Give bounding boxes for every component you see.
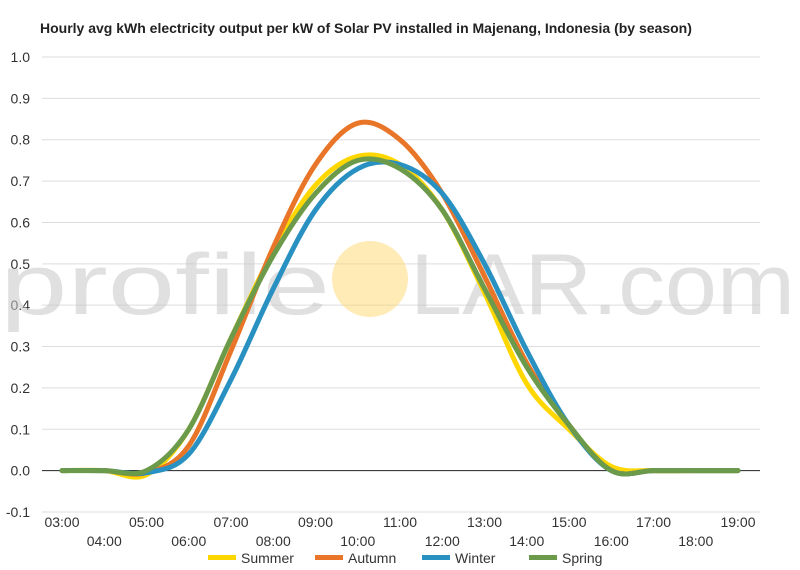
- y-tick-label: -0.1: [6, 504, 30, 520]
- watermark-sun-icon: [332, 241, 408, 317]
- x-tick-label: 04:00: [87, 533, 122, 549]
- y-axis-tick-labels: 1.0 0.9 0.8 0.7 0.6 0.5 0.4 0.3 0.2 0.1 0.0 -0.1: [6, 49, 30, 520]
- legend-swatch-autumn: [315, 555, 343, 560]
- y-tick-label: 0.3: [11, 339, 31, 355]
- x-axis-tick-labels: 03:00 04:00 05:00 06:00 07:00 08:00 09:00 10:00…: [44, 514, 755, 549]
- x-tick-label: 17:00: [636, 514, 671, 530]
- x-tick-label: 12:00: [425, 533, 460, 549]
- legend-label-spring: Spring: [562, 550, 602, 566]
- x-tick-label: 13:00: [467, 514, 502, 530]
- x-tick-label: 19:00: [720, 514, 755, 530]
- legend-label-winter: Winter: [455, 550, 496, 566]
- y-tick-label: 0.7: [11, 173, 31, 189]
- x-tick-label: 05:00: [129, 514, 164, 530]
- y-tick-label: 1.0: [11, 49, 31, 65]
- y-tick-label: 0.0: [11, 463, 31, 479]
- y-tick-label: 0.4: [11, 297, 31, 313]
- x-tick-label: 10:00: [340, 533, 375, 549]
- watermark: profile LAR.com: [0, 237, 795, 333]
- y-tick-label: 0.1: [11, 421, 31, 437]
- y-tick-label: 0.5: [11, 256, 31, 272]
- legend-swatch-spring: [529, 555, 557, 560]
- x-tick-label: 14:00: [509, 533, 544, 549]
- x-tick-label: 11:00: [383, 514, 417, 530]
- legend: Summer Autumn Winter Spring: [208, 550, 602, 566]
- y-tick-label: 0.8: [11, 132, 31, 148]
- x-tick-label: 07:00: [213, 514, 248, 530]
- series-lines: [59, 119, 741, 480]
- legend-label-summer: Summer: [241, 550, 294, 566]
- x-tick-label: 16:00: [594, 533, 629, 549]
- y-tick-label: 0.9: [11, 90, 31, 106]
- x-tick-label: 03:00: [44, 514, 79, 530]
- x-tick-label: 18:00: [678, 533, 713, 549]
- chart-title: Hourly avg kWh electricity output per kW…: [40, 20, 692, 36]
- x-tick-label: 08:00: [256, 533, 291, 549]
- y-tick-label: 0.6: [11, 214, 31, 230]
- x-tick-label: 06:00: [171, 533, 206, 549]
- watermark-text-left: profile: [0, 237, 330, 333]
- legend-label-autumn: Autumn: [348, 550, 396, 566]
- series-line-spring: [59, 156, 741, 477]
- legend-swatch-winter: [422, 555, 450, 560]
- x-tick-label: 09:00: [298, 514, 333, 530]
- y-tick-label: 0.2: [11, 380, 31, 396]
- x-tick-label: 15:00: [551, 514, 586, 530]
- legend-swatch-summer: [208, 555, 236, 560]
